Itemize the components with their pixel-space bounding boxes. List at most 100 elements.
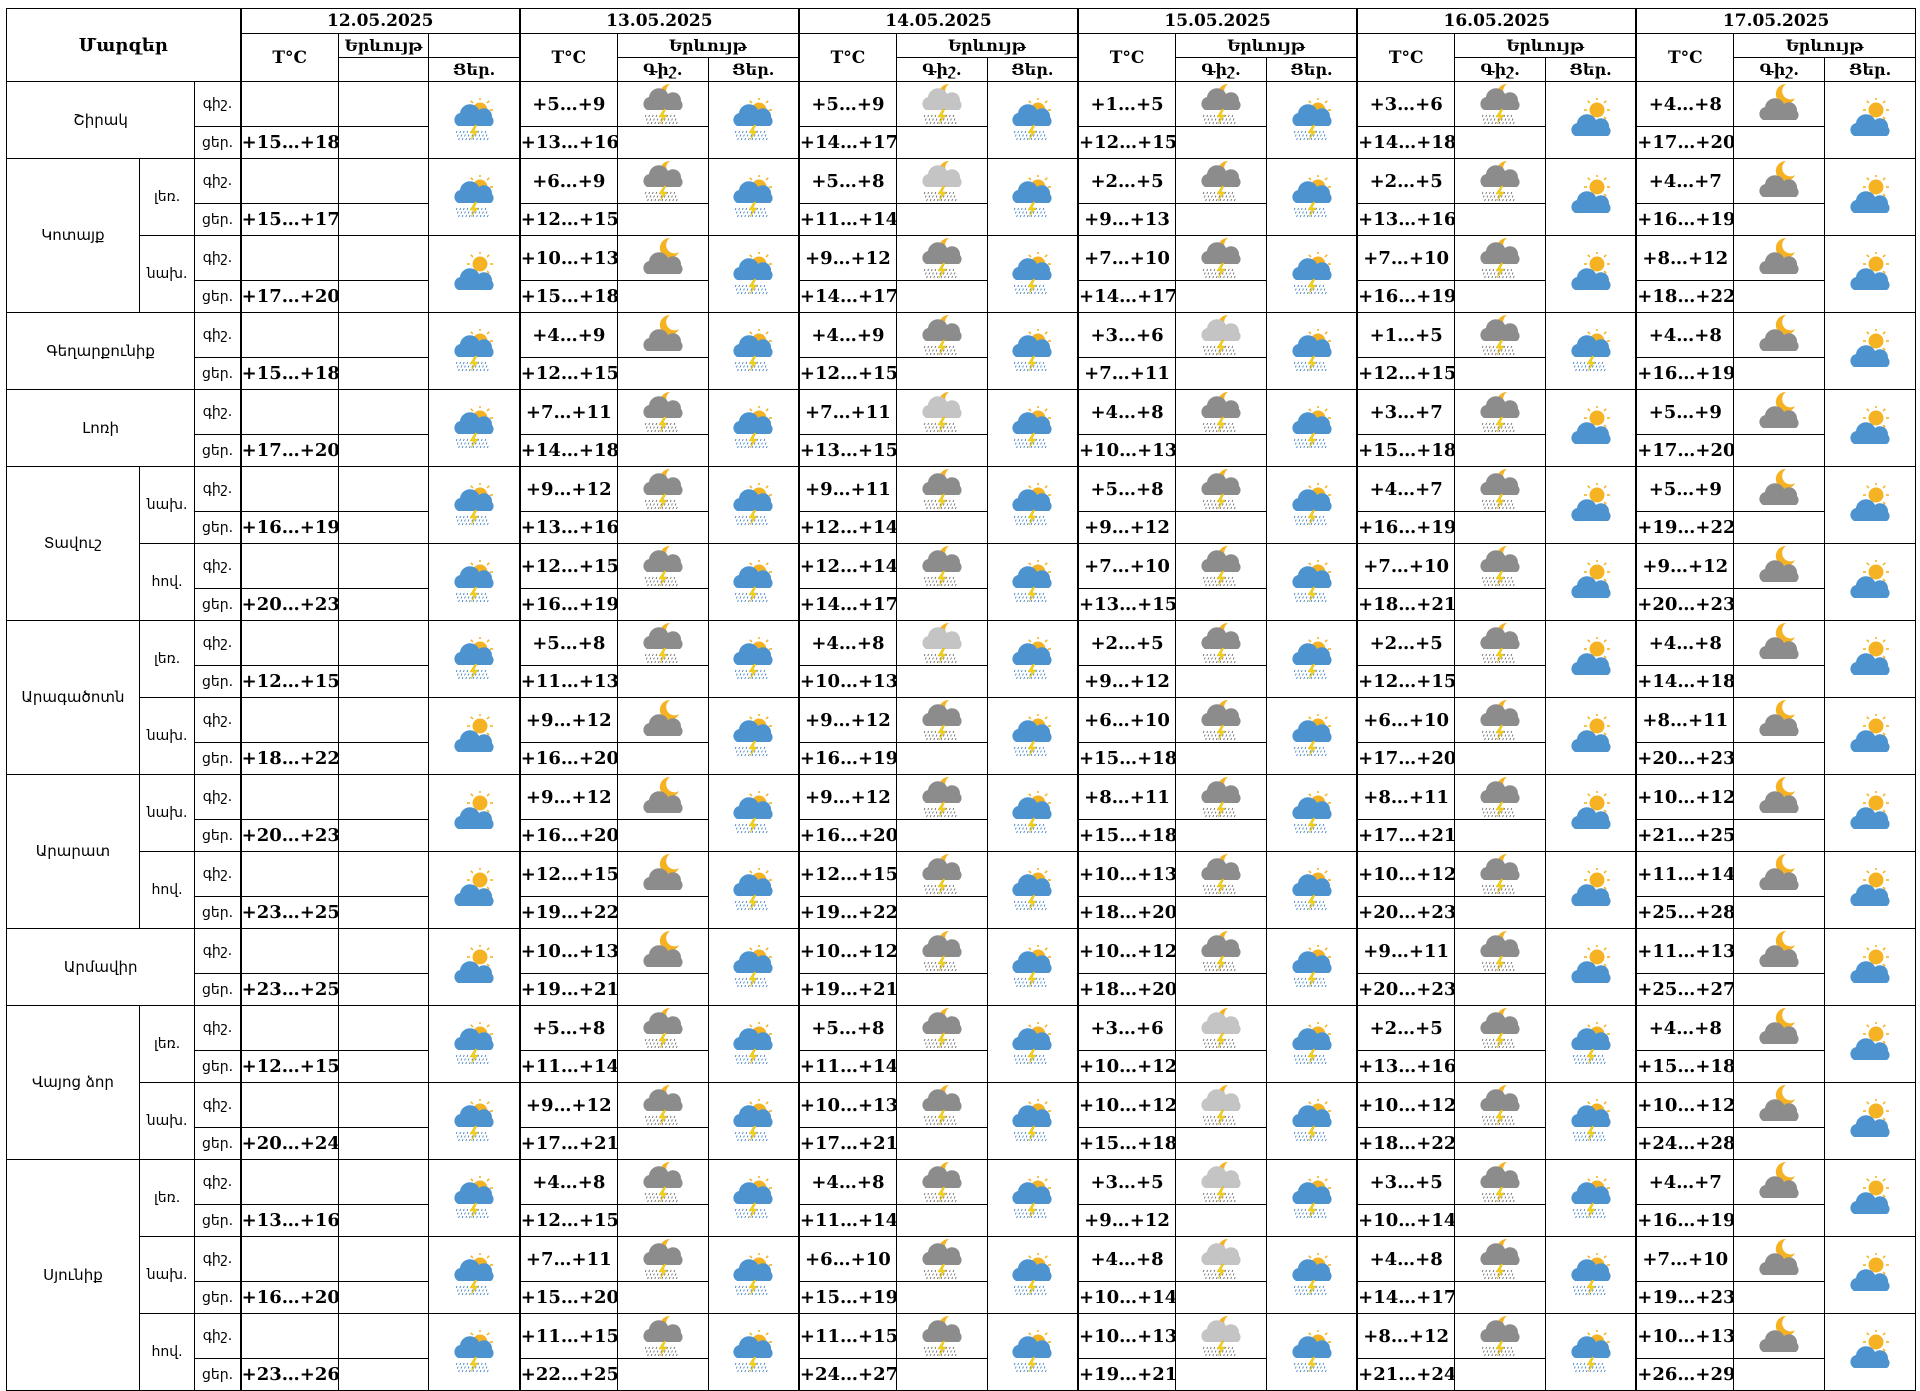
day-part: գիշ. xyxy=(195,1160,241,1205)
moon-cloud-storm-icon xyxy=(896,544,987,589)
empty-cell xyxy=(338,313,429,358)
moon-cloud-icon xyxy=(617,929,708,974)
sun-cloud-icon xyxy=(1545,852,1636,929)
temperature-range: +8…+12 xyxy=(1357,1314,1455,1359)
sun-cloud-storm-icon xyxy=(708,544,799,621)
moon-cloud-storm-icon xyxy=(896,1083,987,1128)
temperature-range: +8…+11 xyxy=(1357,775,1455,820)
moon-cloud-storm-icon xyxy=(1455,467,1546,512)
sun-cloud-storm-icon xyxy=(1266,467,1357,544)
day-part: գիշ. xyxy=(195,775,241,820)
moon-cloud-storm-icon xyxy=(617,621,708,666)
moon-cloud-icon xyxy=(1734,852,1825,897)
empty-cell xyxy=(896,820,987,852)
temperature-range: +9…+13 xyxy=(1078,204,1176,236)
moon-cloud-storm-icon xyxy=(617,1314,708,1359)
empty-cell xyxy=(1176,281,1267,313)
night-header: Գիշ. xyxy=(1176,58,1267,82)
temperature-range xyxy=(241,313,339,358)
sun-cloud-icon xyxy=(1545,621,1636,698)
sun-cloud-storm-icon xyxy=(1545,313,1636,390)
temperature-range xyxy=(241,929,339,974)
temperature-range: +15…+18 xyxy=(1078,820,1176,852)
empty-cell xyxy=(338,204,429,236)
empty-cell xyxy=(338,666,429,698)
temperature-range xyxy=(241,1160,339,1205)
temperature-range: +16…+19 xyxy=(1357,281,1455,313)
sun-cloud-storm-icon xyxy=(429,390,520,467)
moon-cloud-icon xyxy=(617,852,708,897)
temperature-range: +16…+19 xyxy=(1357,512,1455,544)
empty-cell xyxy=(896,358,987,390)
temperature-header: T°C xyxy=(1636,34,1734,82)
moon-cloud-storm-icon xyxy=(617,159,708,204)
temperature-range: +2…+5 xyxy=(1078,621,1176,666)
empty-cell xyxy=(1176,1282,1267,1314)
temperature-range: +14…+18 xyxy=(1636,666,1734,698)
temperature-range: +18…+22 xyxy=(1636,281,1734,313)
sun-cloud-icon xyxy=(1825,82,1916,159)
empty-cell xyxy=(617,281,708,313)
zone-name: նախ. xyxy=(139,1083,194,1160)
sun-cloud-icon xyxy=(1825,929,1916,1006)
empty-cell xyxy=(1176,820,1267,852)
day-part: ցեր. xyxy=(195,358,241,390)
temperature-header: T°C xyxy=(520,34,618,82)
temperature-range: +5…+9 xyxy=(1636,467,1734,512)
temperature-range: +8…+12 xyxy=(1636,236,1734,281)
moon-cloud-storm-icon xyxy=(1455,1237,1546,1282)
temperature-range: +4…+8 xyxy=(1636,82,1734,127)
moon-grey-cloud-storm-icon xyxy=(896,82,987,127)
temperature-range xyxy=(241,698,339,743)
empty-cell xyxy=(338,358,429,390)
empty-cell xyxy=(338,743,429,775)
temperature-range: +11…+13 xyxy=(1636,929,1734,974)
empty-cell xyxy=(896,666,987,698)
night-header: Գիշ. xyxy=(617,58,708,82)
sun-cloud-storm-icon xyxy=(708,852,799,929)
temperature-range: +11…+14 xyxy=(520,1051,618,1083)
moon-grey-cloud-storm-icon xyxy=(1176,1006,1267,1051)
day-part: գիշ. xyxy=(195,621,241,666)
temperature-range xyxy=(241,82,339,127)
empty-cell xyxy=(1455,897,1546,929)
temperature-range: +2…+5 xyxy=(1357,621,1455,666)
temperature-range xyxy=(241,621,339,666)
region-name: Լոռի xyxy=(7,390,195,467)
temperature-range: +15…+18 xyxy=(1078,1128,1176,1160)
sun-cloud-storm-icon xyxy=(1266,929,1357,1006)
sun-cloud-storm-icon xyxy=(1266,82,1357,159)
temperature-range: +24…+27 xyxy=(799,1359,897,1391)
empty-cell xyxy=(338,512,429,544)
temperature-range: +13…+16 xyxy=(1357,204,1455,236)
temperature-range: +15…+17 xyxy=(241,204,339,236)
sun-cloud-storm-icon xyxy=(1266,390,1357,467)
temperature-range: +2…+5 xyxy=(1078,159,1176,204)
empty-cell xyxy=(338,852,429,897)
sun-cloud-icon xyxy=(1825,390,1916,467)
empty-cell xyxy=(1176,204,1267,236)
moon-cloud-storm-icon xyxy=(1176,698,1267,743)
day-part: գիշ. xyxy=(195,1314,241,1359)
temperature-range: +10…+14 xyxy=(1078,1282,1176,1314)
empty-cell xyxy=(1734,435,1825,467)
temperature-range: +18…+22 xyxy=(1357,1128,1455,1160)
moon-cloud-icon xyxy=(617,313,708,358)
sun-cloud-storm-icon xyxy=(708,467,799,544)
temperature-range: +25…+27 xyxy=(1636,974,1734,1006)
sun-cloud-storm-icon xyxy=(987,467,1078,544)
temperature-range: +15…+18 xyxy=(1636,1051,1734,1083)
day-header: Ցեր. xyxy=(1545,58,1636,82)
sun-cloud-storm-icon xyxy=(429,313,520,390)
empty-cell xyxy=(1455,666,1546,698)
sun-cloud-storm-icon xyxy=(429,467,520,544)
sun-cloud-icon xyxy=(1545,929,1636,1006)
region-name: Կոտայք xyxy=(7,159,140,313)
temperature-range: +14…+17 xyxy=(1357,1282,1455,1314)
empty-cell xyxy=(1734,1051,1825,1083)
sun-cloud-icon xyxy=(429,236,520,313)
empty-cell xyxy=(617,204,708,236)
empty-cell xyxy=(1455,1282,1546,1314)
temperature-range: +12…+14 xyxy=(799,512,897,544)
